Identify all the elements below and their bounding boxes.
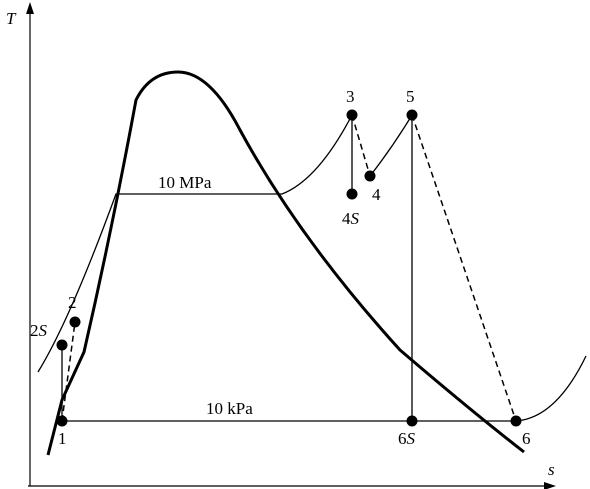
process-5-6 — [411, 114, 517, 422]
y-axis-label: T — [6, 9, 17, 28]
state-label-4: 4 — [372, 185, 381, 204]
isobar-10mpa — [37, 114, 353, 373]
label-10mpa: 10 MPa — [158, 173, 212, 192]
state-point-6 — [510, 415, 522, 427]
label-10kpa: 10 kPa — [206, 399, 253, 418]
state-label-2s: 2S — [30, 321, 48, 340]
state-point-4s — [346, 188, 358, 200]
process-1-2 — [61, 321, 76, 422]
saturation-dome — [46, 70, 525, 456]
state-points — [56, 109, 522, 427]
state-label-6: 6 — [522, 429, 531, 448]
state-point-2s — [56, 339, 68, 351]
state-label-6s: 6S — [398, 429, 416, 448]
state-point-2 — [69, 316, 81, 328]
state-point-4 — [364, 170, 376, 182]
process-lines — [37, 114, 587, 422]
state-point-5 — [406, 109, 418, 121]
state-label-1: 1 — [58, 429, 67, 448]
y-axis-arrow — [26, 2, 34, 14]
x-axis-label: s — [548, 460, 555, 479]
actual-processes — [61, 114, 517, 422]
state-label-5: 5 — [406, 87, 415, 106]
state-label-3: 3 — [346, 87, 355, 106]
isobar-10kpa-superheat — [515, 355, 587, 422]
axes — [28, 8, 550, 487]
state-point-6s — [406, 415, 418, 427]
process-3-4 — [351, 114, 371, 177]
reheat-4-5 — [369, 114, 413, 177]
x-axis-arrow — [544, 482, 556, 489]
state-label-2: 2 — [68, 293, 77, 312]
state-label-4s: 4S — [342, 209, 360, 228]
state-point-1 — [56, 415, 68, 427]
state-point-3 — [346, 109, 358, 121]
